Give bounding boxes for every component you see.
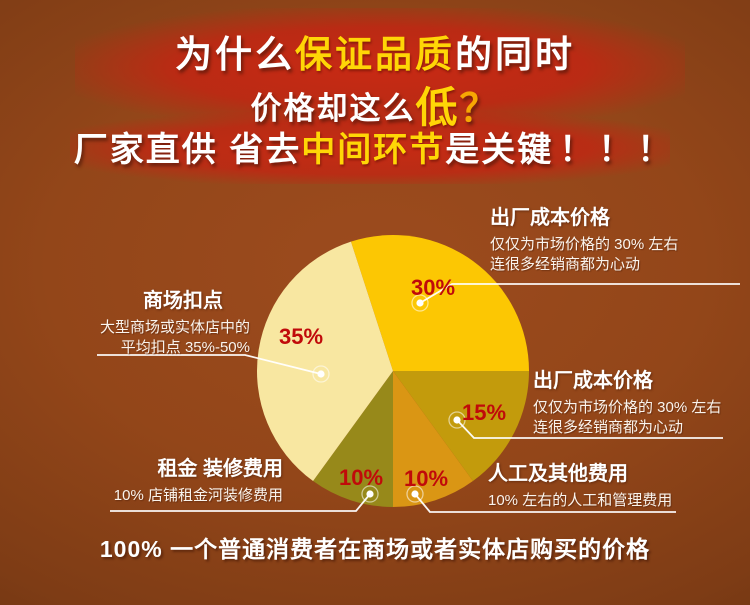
- callout-text: 10% 左右的人工和管理费用: [488, 492, 673, 509]
- callout-text: 连很多经销商都为心动: [490, 255, 641, 273]
- headline-line1-highlight: 保证品质: [295, 34, 455, 75]
- callout-text: 10% 店铺租金河装修费用: [113, 487, 283, 504]
- callout-text: 平均扣点 35%-50%: [120, 338, 250, 356]
- pie-slices: [256, 235, 529, 507]
- bottom-caption: 100% 一个普通消费者在商场或者实体店购买的价格: [99, 536, 651, 562]
- callout-title: 商场扣点: [143, 290, 223, 312]
- target-marker-30: [411, 294, 429, 312]
- headline-line1-post: 的同时: [455, 34, 575, 75]
- callout-mall-deduction: 商场扣点 大型商场或实体店中的 平均扣点 35%-50%: [0, 284, 250, 357]
- callout-title: 人工及其他费用: [488, 463, 628, 485]
- headline-line2-highlight: 低: [415, 84, 460, 131]
- headline-line3-highlight: 中间环节: [301, 131, 446, 169]
- target-marker-15: [448, 411, 466, 429]
- percent-label-30: 30%: [410, 275, 456, 300]
- headline-line2-pre: 价格却这么: [250, 91, 416, 126]
- callout-text: 连很多经销商都为心动: [533, 418, 684, 436]
- callout-factory-cost-mid: 出厂成本价格 仅仅为市场价格的 30% 左右 连很多经销商都为心动: [533, 364, 748, 437]
- pie-slice-3-10pct: [313, 371, 393, 507]
- exclamation-marks: ！！！: [559, 131, 677, 169]
- leader-line-35: [97, 354, 322, 375]
- question-mark: ？: [459, 88, 500, 130]
- pie-slice-4-35pct: [256, 241, 393, 482]
- pie-slice-1-15pct: [393, 371, 529, 482]
- percent-label-15: 15%: [461, 400, 507, 425]
- pie-slice-0-30pct: [350, 235, 529, 371]
- callout-title: 租金 装修费用: [157, 458, 283, 480]
- pie-slice-2-10pct: [393, 371, 473, 507]
- headline-line3-pre: 厂家直供 省去: [73, 131, 302, 169]
- percent-label-10-left: 10%: [338, 465, 384, 490]
- headline-line1-pre: 为什么: [175, 34, 295, 75]
- leader-line-30: [419, 283, 740, 304]
- target-marker-35: [312, 365, 330, 383]
- percent-label-10-right: 10%: [403, 466, 449, 491]
- headline-line3-post: 是关键: [445, 131, 554, 169]
- callout-title: 出厂成本价格: [490, 207, 610, 229]
- headline-line3: 厂家直供 省去中间环节是关键！！！: [0, 122, 750, 171]
- headline-line2: 价格却这么低？: [0, 74, 750, 135]
- callout-labor-other: 人工及其他费用 10% 左右的人工和管理费用: [488, 457, 738, 511]
- target-marker-10-left: [361, 485, 379, 503]
- leader-line-10-left: [110, 493, 371, 512]
- callout-title: 出厂成本价格: [533, 370, 653, 392]
- target-marker-10-right: [406, 485, 424, 503]
- callout-factory-cost-top: 出厂成本价格 仅仅为市场价格的 30% 左右 连很多经销商都为心动: [490, 201, 745, 274]
- callout-text: 仅仅为市场价格的 30% 左右: [533, 399, 722, 416]
- callout-rent-decoration: 租金 装修费用 10% 店铺租金河装修费用: [0, 452, 283, 506]
- headline-line1: 为什么保证品质的同时: [0, 24, 750, 78]
- callout-text: 仅仅为市场价格的 30% 左右: [490, 236, 679, 253]
- point-markers: [312, 294, 466, 503]
- callout-text: 大型商场或实体店中的: [99, 319, 250, 336]
- percent-label-35: 35%: [278, 324, 324, 349]
